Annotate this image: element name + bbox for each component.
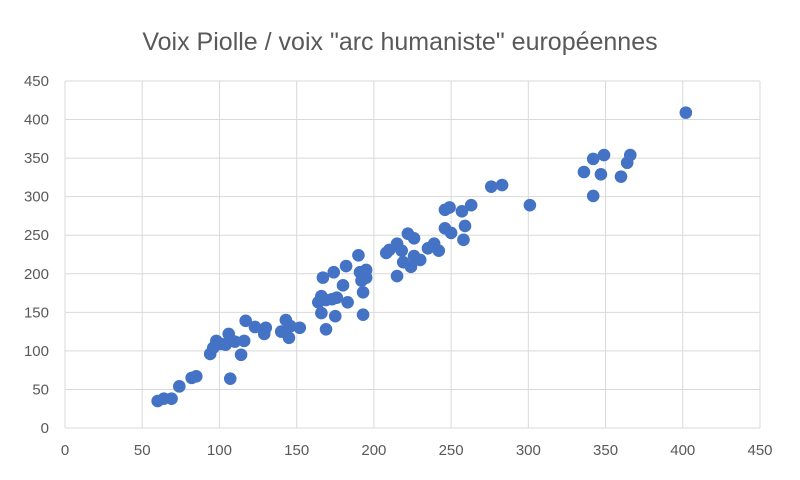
data-point: [484, 180, 498, 193]
data-point: [586, 189, 600, 203]
data-point: [239, 314, 252, 328]
data-point: [390, 269, 404, 283]
y-tick-label: 150: [24, 304, 49, 321]
y-tick-label: 50: [32, 381, 49, 398]
data-point: [395, 244, 408, 257]
data-point: [341, 296, 354, 309]
data-point: [237, 334, 251, 348]
x-tick-label: 350: [593, 442, 618, 459]
data-point: [282, 331, 296, 345]
data-point: [523, 198, 537, 212]
y-tick-label: 400: [24, 112, 49, 129]
x-tick-label: 450: [747, 442, 772, 459]
x-tick-label: 0: [61, 442, 69, 459]
y-tick-label: 200: [24, 266, 49, 283]
data-point: [432, 244, 446, 257]
data-point: [594, 168, 608, 181]
x-axis-ticks: 0 50 100 150 200 250 300 350 400 450: [61, 442, 773, 459]
data-point: [464, 198, 478, 212]
data-point: [327, 265, 341, 279]
data-point: [336, 279, 350, 292]
data-point: [458, 219, 472, 233]
data-point: [444, 226, 458, 240]
y-tick-label: 0: [41, 420, 49, 437]
data-point: [339, 259, 353, 273]
data-point: [359, 271, 373, 284]
x-tick-label: 50: [134, 442, 151, 459]
x-tick-label: 150: [284, 442, 309, 459]
data-point: [455, 205, 469, 218]
data-point: [614, 170, 628, 183]
data-point: [319, 322, 333, 336]
data-point: [328, 309, 342, 323]
data-point: [316, 271, 330, 284]
data-point: [623, 148, 637, 162]
y-tick-label: 350: [24, 150, 49, 167]
data-point: [443, 201, 456, 214]
data-point: [223, 372, 237, 385]
chart-title: Voix Piolle / voix "arc humaniste" europ…: [142, 28, 657, 56]
data-points: [151, 106, 693, 408]
data-point: [248, 320, 262, 334]
data-point: [413, 253, 427, 267]
data-point: [352, 248, 365, 262]
x-tick-label: 250: [439, 442, 464, 459]
data-point: [172, 380, 186, 393]
x-tick-label: 100: [207, 442, 232, 459]
data-point: [457, 233, 470, 247]
data-point: [315, 306, 328, 320]
data-point: [404, 260, 418, 274]
data-point: [284, 319, 297, 333]
y-tick-label: 100: [24, 343, 49, 360]
data-point: [165, 392, 178, 405]
y-tick-label: 300: [24, 189, 49, 206]
data-point: [293, 321, 307, 335]
data-point: [356, 308, 370, 321]
data-point: [330, 291, 344, 304]
data-point: [495, 178, 509, 192]
y-tick-label: 450: [24, 73, 49, 90]
data-point: [679, 106, 693, 119]
x-tick-label: 400: [670, 442, 695, 459]
x-tick-label: 300: [516, 442, 541, 459]
data-point: [189, 370, 203, 383]
data-point: [259, 321, 273, 335]
x-tick-label: 200: [361, 442, 386, 459]
y-tick-label: 250: [24, 227, 49, 244]
data-point: [597, 148, 611, 162]
y-axis-ticks: 0 50 100 150 200 250 300 350 400 450: [24, 73, 49, 437]
data-point: [586, 152, 600, 166]
data-point: [577, 165, 591, 179]
data-point: [228, 335, 242, 348]
data-point: [356, 285, 370, 299]
data-point: [407, 232, 421, 245]
data-point: [234, 348, 248, 362]
